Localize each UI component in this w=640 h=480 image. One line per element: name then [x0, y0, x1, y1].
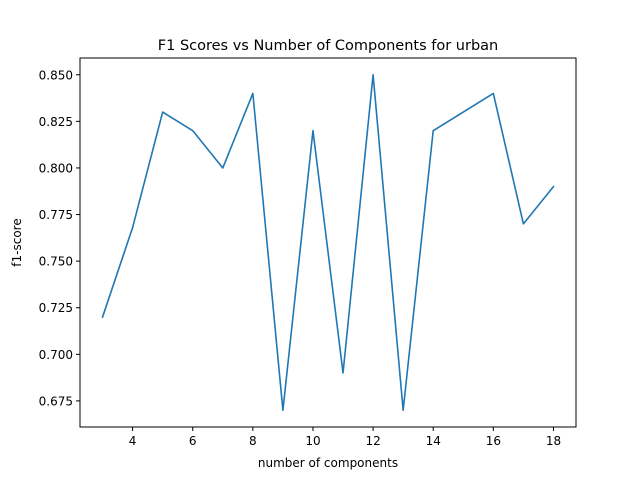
x-tick-label: 8 — [249, 434, 257, 448]
chart-title: F1 Scores vs Number of Components for ur… — [158, 38, 498, 54]
series-line — [101, 73, 555, 412]
x-tick-label: 6 — [189, 434, 197, 448]
y-tick-label: 0.700 — [39, 348, 73, 362]
x-tick-label: 12 — [365, 434, 380, 448]
x-tick-label: 14 — [426, 434, 441, 448]
y-tick-label: 0.775 — [39, 208, 73, 222]
y-tick-label: 0.750 — [39, 255, 73, 269]
x-tick-label: 18 — [546, 434, 561, 448]
x-axis: 4 6 8 10 12 14 16 18 — [129, 427, 561, 448]
y-tick-label: 0.850 — [39, 68, 73, 82]
x-tick-label: 4 — [129, 434, 137, 448]
axes-frame — [79, 57, 577, 428]
y-axis: 0.675 0.700 0.725 0.750 0.775 0.800 0.825 0.850 — [39, 68, 80, 408]
y-tick-label: 0.825 — [39, 115, 73, 129]
x-tick-label: 10 — [305, 434, 320, 448]
y-tick-label: 0.800 — [39, 161, 73, 175]
y-axis-label: f1-score — [10, 218, 24, 266]
y-tick-label: 0.675 — [39, 394, 73, 408]
x-axis-label: number of components — [258, 456, 398, 470]
plot-area — [101, 73, 555, 412]
x-tick-label: 16 — [486, 434, 501, 448]
y-tick-label: 0.725 — [39, 301, 73, 315]
